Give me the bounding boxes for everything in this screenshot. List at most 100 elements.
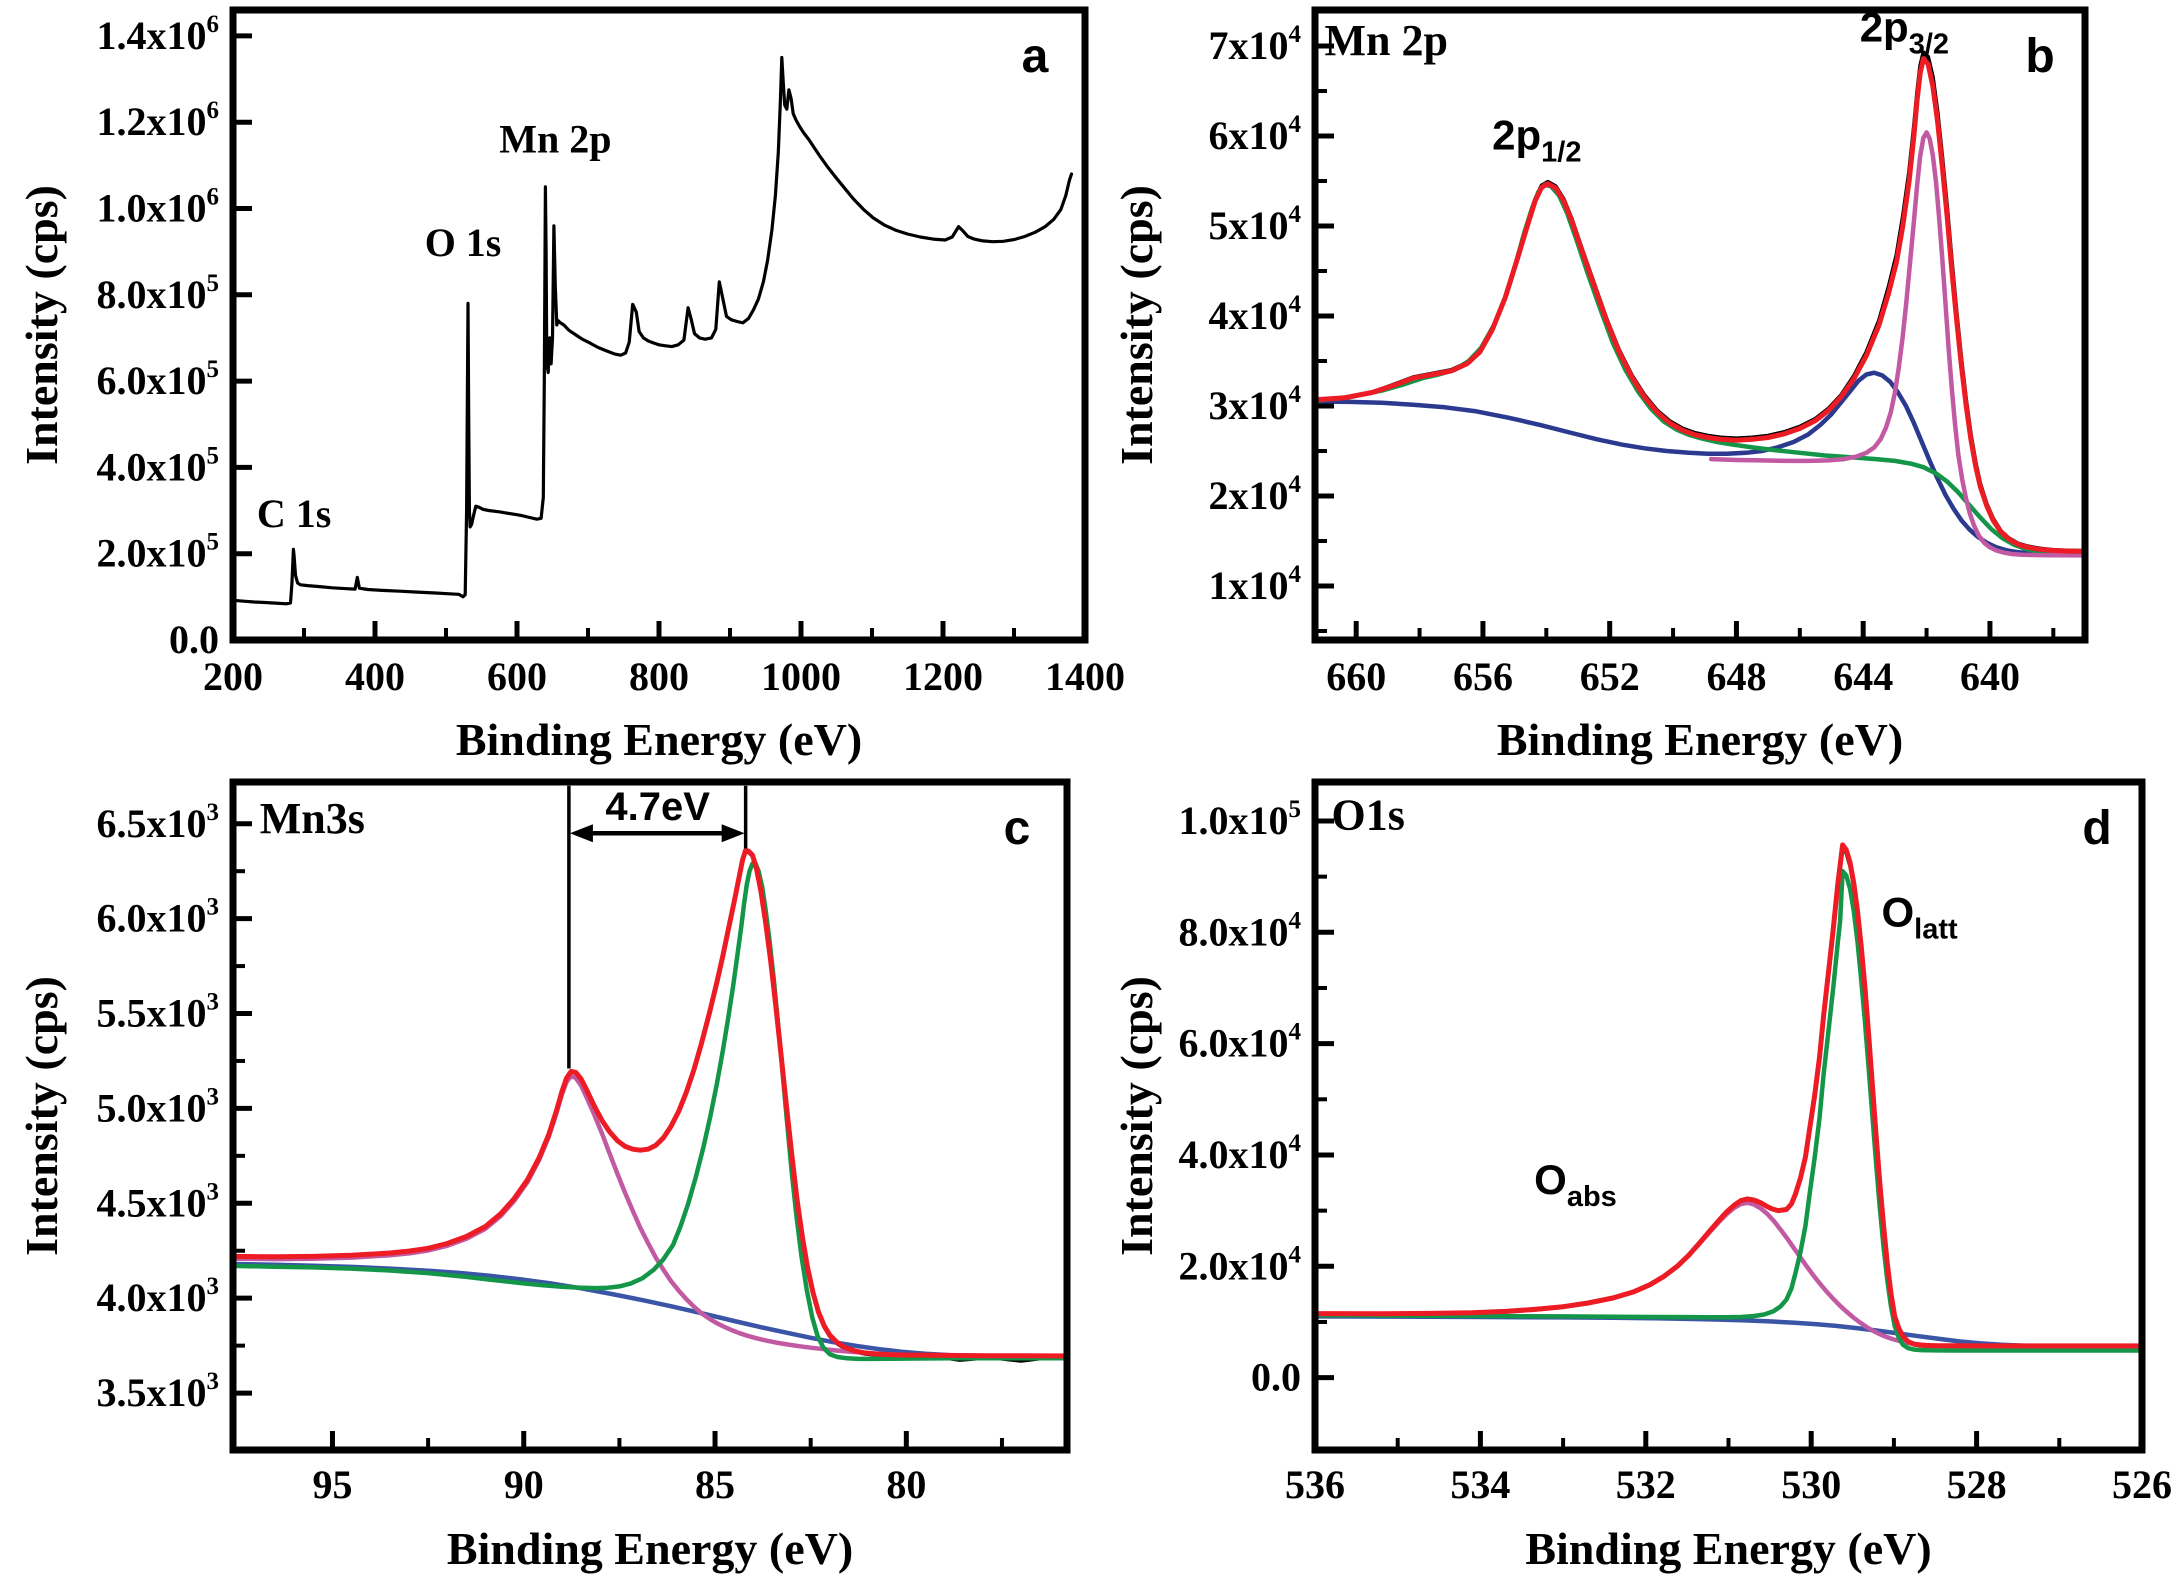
panel-c-x-tick-label: 90 <box>504 1462 544 1507</box>
panel-a-y-tick-label: 4.0x105 <box>97 442 220 489</box>
panel-b-y-tick-label: 1x104 <box>1209 561 1302 608</box>
panel-a-ticks <box>230 33 1088 643</box>
panel-a-series-survey-spectrum <box>231 55 1074 606</box>
panel-c-y-tick-label: 6.5x103 <box>97 799 220 846</box>
arrowhead-right-icon <box>721 824 745 843</box>
panel-d-label-1: O1s <box>1332 790 1405 839</box>
panel-a-y-tick-label: 1.0x106 <box>97 183 220 230</box>
panel-b: 660 656 652 648 644 640 1x104 2x104 3x104 4x104 5x… <box>1111 4 2089 765</box>
panel-b-label-1: Mn 2p <box>1325 16 1448 65</box>
panel-b-y-tick-label: 6x104 <box>1209 111 1302 158</box>
panel-a-label-1: C 1s <box>257 491 331 536</box>
panel-b-series-envelope <box>1312 56 2088 554</box>
panel-a-y-tick-label: 8.0x105 <box>97 270 220 317</box>
panel-c-y-tick-label: 5.0x103 <box>97 1083 220 1130</box>
panel-c-series-envelope <box>230 847 1070 1359</box>
panel-b-x-tick-label: 640 <box>1960 654 2020 699</box>
panel-c-y-axis-title: Intensity (cps) <box>16 976 67 1256</box>
panel-c-x-axis-title: Binding Energy (eV) <box>447 1523 853 1574</box>
panel-b-x-axis-title: Binding Energy (eV) <box>1497 714 1903 765</box>
panel-a-y-tick-label: 1.4x106 <box>97 11 220 58</box>
panel-d-series-envelope <box>1312 842 2145 1349</box>
panel-b-y-tick-label: 7x104 <box>1209 21 1302 68</box>
panel-b-frame <box>1311 6 2089 644</box>
panel-d-tick-labels: 536 534 532 530 528 526 0.0 2.0x104 4.0x104 6.0x1… <box>1179 796 2173 1507</box>
panel-d-y-tick-label: 0.0 <box>1251 1355 1301 1400</box>
panel-a: 200 400 600 800 1000 1200 1400 0.0 2.0x105 4.0x10… <box>16 6 1126 765</box>
panel-b-ticks <box>1317 43 2056 638</box>
panel-b-y-axis-title: Intensity (cps) <box>1111 185 1162 465</box>
panel-d-ticks <box>1312 818 2145 1448</box>
panel-c-tick-labels: 95 90 85 80 3.5x103 4.0x103 4.5x103 5.0x103 5.5x… <box>97 799 927 1507</box>
panel-a-x-tick-label: 200 <box>203 654 263 699</box>
panel-d-letter: d <box>2082 802 2111 855</box>
panel-b-x-tick-label: 660 <box>1326 654 1386 699</box>
panel-b-x-tick-label: 648 <box>1706 654 1766 699</box>
panel-c-y-tick-label: 4.0x103 <box>97 1273 220 1320</box>
panel-b-y-tick-label: 2x104 <box>1209 471 1302 518</box>
panel-b-y-tick-label: 5x104 <box>1209 201 1302 248</box>
panel-d-x-tick-label: 532 <box>1616 1462 1676 1507</box>
panel-a-letter: a <box>1022 30 1049 83</box>
panel-d-y-axis-title: Intensity (cps) <box>1111 976 1162 1256</box>
panel-d-x-tick-label: 534 <box>1450 1462 1510 1507</box>
panel-a-x-tick-label: 800 <box>629 654 689 699</box>
panel-a-x-tick-label: 400 <box>345 654 405 699</box>
panel-d-y-tick-label: 6.0x104 <box>1179 1019 1302 1066</box>
panel-c-x-tick-label: 95 <box>312 1462 352 1507</box>
panel-a-y-axis-title: Intensity (cps) <box>16 185 67 465</box>
arrowhead-left-icon <box>569 824 593 843</box>
panel-a-x-tick-label: 1400 <box>1045 654 1125 699</box>
panel-a-frame <box>229 6 1089 644</box>
panel-d-frame <box>1311 778 2146 1454</box>
panel-d-y-tick-label: 2.0x104 <box>1179 1241 1302 1288</box>
panel-b-x-tick-label: 644 <box>1833 654 1893 699</box>
panel-b-x-tick-label: 652 <box>1580 654 1640 699</box>
panel-c-x-tick-label: 80 <box>886 1462 926 1507</box>
panel-d-x-tick-label: 530 <box>1781 1462 1841 1507</box>
panel-b-x-tick-label: 656 <box>1453 654 1513 699</box>
panel-a-y-tick-label: 2.0x105 <box>97 529 220 576</box>
panel-a-y-tick-label: 1.2x106 <box>97 97 220 144</box>
panel-a-tick-labels: 200 400 600 800 1000 1200 1400 0.0 2.0x105 4.0x10… <box>97 11 1126 699</box>
panel-b-letter: b <box>2025 30 2054 83</box>
panel-d-x-axis-title: Binding Energy (eV) <box>1525 1523 1931 1574</box>
panel-c-y-tick-label: 4.5x103 <box>97 1178 220 1225</box>
panel-c-ticks <box>235 821 1004 1448</box>
panel-c-label-1: Mn3s <box>260 794 365 843</box>
panel-c-splitting-arrow <box>569 824 745 843</box>
panel-d-x-tick-label: 536 <box>1285 1462 1345 1507</box>
panel-d-y-tick-label: 1.0x105 <box>1179 796 1302 843</box>
panel-a-y-tick-label: 0.0 <box>169 617 219 662</box>
panel-c-label-2: 4.7eV <box>605 785 710 829</box>
panel-c: 95 90 85 80 3.5x103 4.0x103 4.5x103 5.0x103 5.5x… <box>16 778 1071 1574</box>
panel-c-frame <box>229 778 1071 1454</box>
panel-a-label-3: Mn 2p <box>499 116 611 161</box>
panel-a-x-tick-label: 1200 <box>903 654 983 699</box>
panel-b-tick-labels: 660 656 652 648 644 640 1x104 2x104 3x104 4x104 5x… <box>1209 21 2020 699</box>
panel-d-series-fit-olatt <box>1312 868 2145 1353</box>
panel-a-x-tick-label: 600 <box>487 654 547 699</box>
panel-a-label-2: O 1s <box>425 220 502 265</box>
panel-d-y-tick-label: 4.0x104 <box>1179 1130 1302 1177</box>
panel-b-series-fit-2p32 <box>1708 130 2088 558</box>
panel-a-x-axis-title: Binding Energy (eV) <box>456 714 862 765</box>
panel-a-x-tick-label: 1000 <box>761 654 841 699</box>
panel-b-y-tick-label: 3x104 <box>1209 381 1302 428</box>
panel-d-curves <box>1312 842 2145 1353</box>
panel-c-letter: c <box>1004 802 1031 855</box>
panel-a-curves <box>231 55 1074 606</box>
panel-c-x-tick-label: 85 <box>695 1462 735 1507</box>
panel-c-y-tick-label: 5.5x103 <box>97 989 220 1036</box>
panel-d-x-tick-label: 526 <box>2112 1462 2172 1507</box>
panel-d: 536 534 532 530 528 526 0.0 2.0x104 4.0x104 6.0x1… <box>1111 778 2173 1574</box>
panel-c-y-tick-label: 6.0x103 <box>97 894 220 941</box>
panel-c-series-fit-low-be <box>230 861 1070 1362</box>
panel-c-curves <box>230 847 1070 1363</box>
panel-b-curves <box>1312 50 2088 558</box>
panel-b-series-background-satellite <box>1312 370 2088 558</box>
panel-d-y-tick-label: 8.0x104 <box>1179 907 1302 954</box>
panel-d-x-tick-label: 528 <box>1947 1462 2007 1507</box>
